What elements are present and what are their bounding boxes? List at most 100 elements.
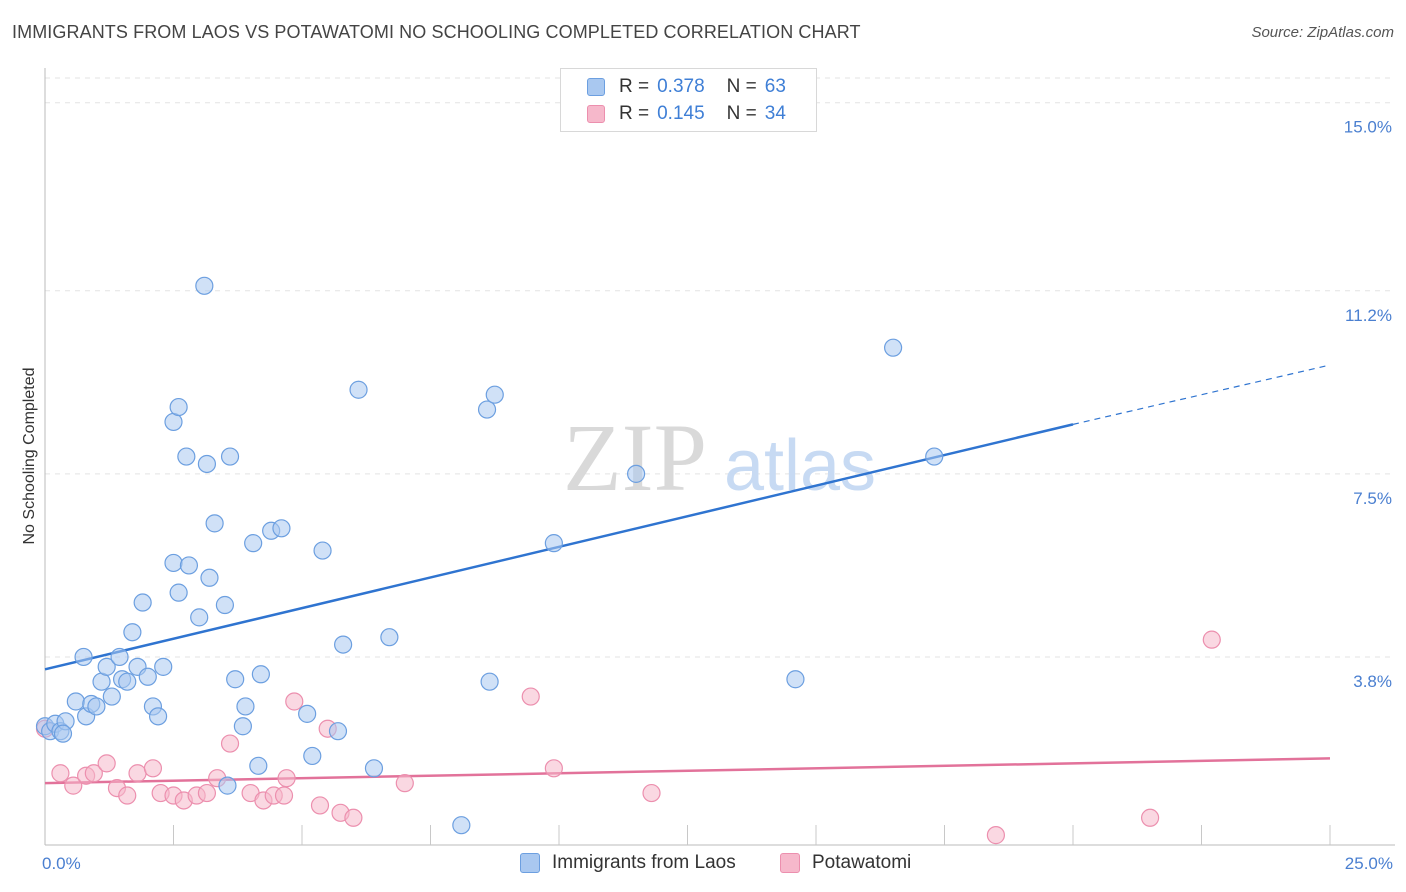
point-potawatomi	[220, 734, 240, 753]
trend-line-series1-extension	[1072, 364, 1331, 425]
gridlines	[45, 77, 1392, 658]
legend-swatch-series2	[780, 853, 800, 873]
legend-label-series2: Potawatomi	[812, 852, 912, 873]
legend-label-series1: Immigrants from Laos	[552, 852, 736, 873]
legend-swatch-series1	[587, 78, 605, 96]
point-immigrants-from-laos	[233, 717, 252, 736]
point-potawatomi	[1202, 630, 1221, 649]
point-immigrants-from-laos	[133, 593, 152, 612]
legend-row-series2: R = 0.145 N = 34	[587, 102, 786, 126]
point-potawatomi	[97, 754, 116, 773]
point-potawatomi	[1140, 808, 1160, 827]
point-potawatomi	[51, 764, 70, 783]
point-immigrants-from-laos	[349, 380, 368, 399]
point-immigrants-from-laos	[544, 534, 563, 553]
legend-n-label: N =	[726, 76, 757, 97]
point-immigrants-from-laos	[179, 556, 199, 575]
legend-r-value: 0.145	[657, 103, 705, 124]
point-potawatomi	[277, 769, 296, 788]
legend-item-series2[interactable]: Potawatomi	[780, 852, 911, 874]
point-immigrants-from-laos	[200, 568, 219, 587]
watermark-atlas: atlas	[724, 426, 876, 506]
point-immigrants-from-laos	[110, 647, 129, 667]
point-immigrants-from-laos	[925, 447, 944, 466]
point-immigrants-from-laos	[883, 338, 903, 357]
y-tick-label: 7.5%	[1353, 489, 1392, 508]
point-potawatomi	[986, 826, 1006, 845]
point-immigrants-from-laos	[102, 687, 121, 706]
point-immigrants-from-laos	[480, 672, 499, 691]
point-immigrants-from-laos	[97, 657, 116, 676]
point-immigrants-from-laos	[328, 722, 348, 741]
point-immigrants-from-laos	[380, 628, 399, 647]
point-potawatomi	[64, 776, 83, 795]
point-immigrants-from-laos	[786, 670, 805, 689]
point-potawatomi	[544, 759, 563, 778]
point-immigrants-from-laos	[169, 397, 188, 417]
y-tick-label: 11.2%	[1345, 306, 1392, 325]
point-immigrants-from-laos	[236, 697, 255, 716]
point-potawatomi	[118, 786, 137, 805]
point-immigrants-from-laos	[626, 464, 646, 483]
point-immigrants-from-laos	[218, 776, 237, 795]
point-potawatomi	[84, 764, 103, 783]
y-tick-label: 15.0%	[1344, 118, 1392, 137]
legend-item-series1[interactable]: Immigrants from Laos	[520, 852, 736, 874]
point-immigrants-from-laos	[118, 672, 137, 691]
point-immigrants-from-laos	[303, 746, 322, 766]
point-immigrants-from-laos	[177, 447, 196, 466]
point-immigrants-from-laos	[164, 553, 183, 573]
point-immigrants-from-laos	[154, 657, 173, 676]
point-immigrants-from-laos	[53, 724, 73, 743]
point-immigrants-from-laos	[215, 595, 234, 615]
legend-n-label: N =	[726, 103, 757, 124]
point-immigrants-from-laos	[123, 623, 142, 642]
point-immigrants-from-laos	[334, 635, 353, 654]
point-potawatomi	[310, 796, 330, 815]
point-immigrants-from-laos	[74, 647, 93, 667]
point-immigrants-from-laos	[148, 707, 168, 726]
series-legend: Immigrants from Laos Potawatomi	[0, 852, 1406, 878]
axes	[44, 68, 1395, 846]
chart-title: IMMIGRANTS FROM LAOS VS POTAWATOMI NO SC…	[12, 22, 861, 42]
legend-n-value: 63	[764, 76, 786, 97]
point-potawatomi	[521, 687, 540, 706]
point-potawatomi	[197, 783, 217, 803]
x-tick-label: 25.0%	[1345, 854, 1393, 873]
point-immigrants-from-laos	[313, 541, 332, 560]
point-immigrants-from-laos	[66, 692, 85, 711]
y-axis-label: No Schooling Completed	[21, 368, 38, 545]
stats-legend: R = 0.378 N = 63 R = 0.145 N = 34	[560, 68, 817, 132]
legend-swatch-series1	[520, 853, 540, 873]
point-immigrants-from-laos	[244, 534, 263, 553]
data-points	[35, 276, 1221, 845]
point-immigrants-from-laos	[197, 454, 217, 474]
point-immigrants-from-laos	[272, 519, 291, 538]
point-immigrants-from-laos	[364, 759, 384, 778]
point-immigrants-from-laos	[205, 514, 224, 533]
watermark-zip: ZIP	[563, 404, 707, 511]
source-label: Source: ZipAtlas.com	[1251, 24, 1394, 41]
point-immigrants-from-laos	[477, 400, 497, 419]
point-immigrants-from-laos	[138, 667, 157, 686]
legend-swatch-series2	[587, 105, 605, 123]
legend-r-label: R =	[619, 103, 650, 124]
point-potawatomi	[274, 786, 294, 805]
legend-r-label: R =	[619, 76, 650, 97]
point-potawatomi	[285, 692, 304, 711]
point-potawatomi	[395, 774, 414, 793]
point-immigrants-from-laos	[485, 385, 504, 404]
point-immigrants-from-laos	[169, 583, 188, 602]
tick-labels: 3.8% 7.5% 11.2% 15.0% 0.0% 25.0%	[42, 118, 1393, 873]
point-immigrants-from-laos	[87, 697, 106, 716]
point-immigrants-from-laos	[195, 276, 214, 295]
point-immigrants-from-laos	[251, 665, 270, 684]
point-potawatomi	[143, 759, 163, 778]
point-immigrants-from-laos	[249, 756, 268, 775]
legend-r-value: 0.378	[657, 76, 705, 97]
point-immigrants-from-laos	[298, 704, 317, 723]
point-immigrants-from-laos	[226, 670, 245, 689]
legend-n-value: 34	[764, 103, 786, 124]
legend-row-series1: R = 0.378 N = 63	[587, 75, 786, 99]
